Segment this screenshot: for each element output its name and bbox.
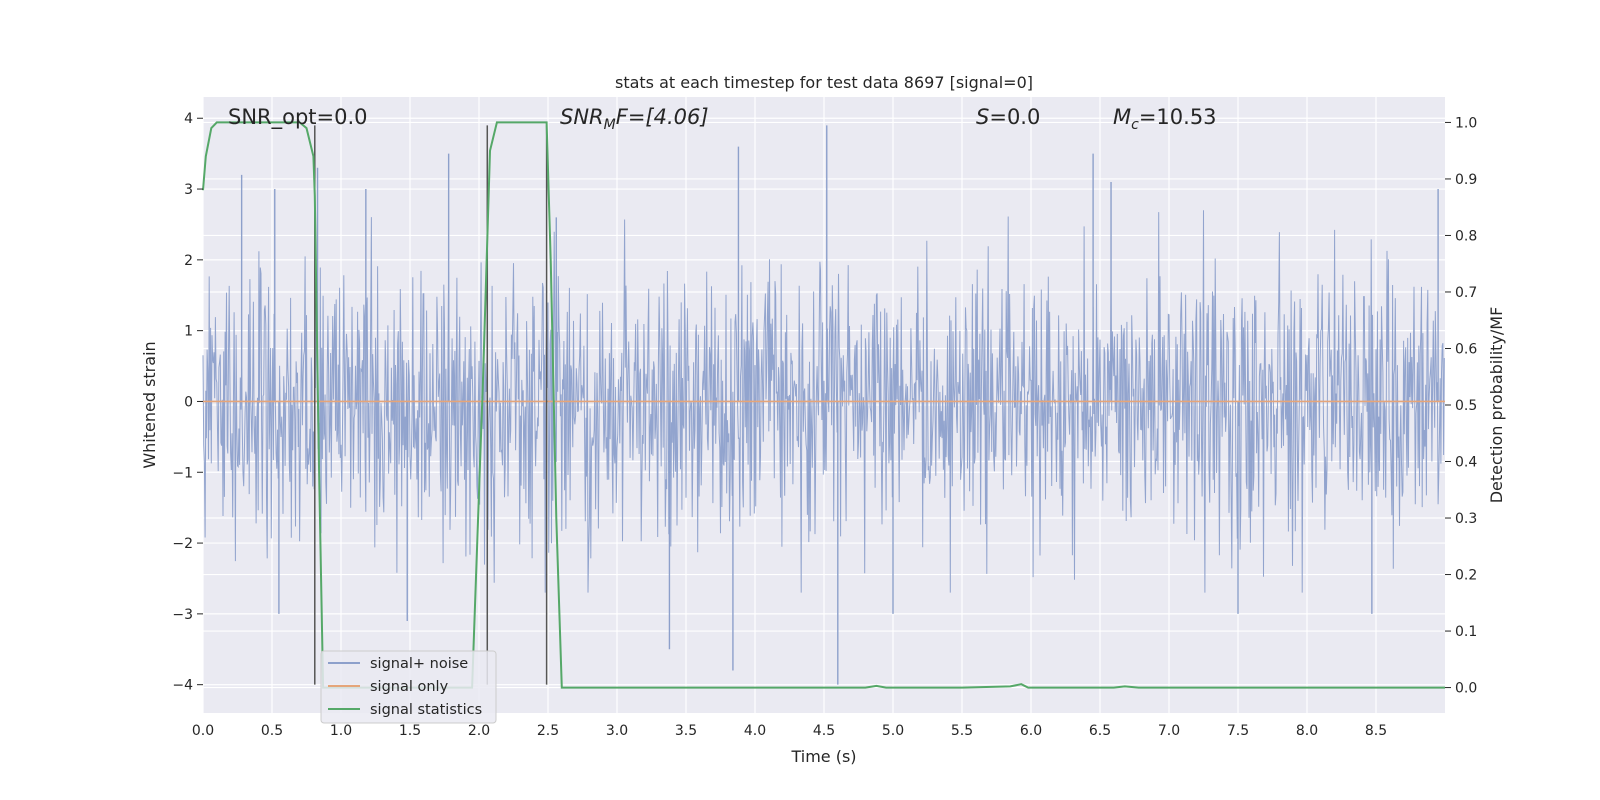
y2-tick-label-2: 0.2 [1455, 568, 1477, 584]
y-tick-label-8: 4 [184, 111, 193, 127]
statistics-line [202, 121, 1445, 689]
x-tick-label-5: 2.5 [537, 723, 559, 739]
y-tick-label-7: 3 [184, 182, 193, 198]
y2-tick-label-10: 1.0 [1455, 115, 1477, 131]
annotation-s: S=0.0 [976, 105, 1040, 129]
annotation-s-main: S [976, 105, 989, 129]
x-tick-label-3: 1.5 [399, 723, 421, 739]
x-tick-label-12: 6.0 [1020, 723, 1042, 739]
series-signal-statistics [202, 121, 1445, 689]
x-tick-label-0: 0.0 [192, 723, 214, 739]
legend-label-signal-only: signal only [370, 679, 449, 695]
x-tick-label-16: 8.0 [1296, 723, 1318, 739]
legend-label-signal-statistics: signal statistics [370, 702, 482, 718]
annotation-mc-sub: c [1131, 117, 1139, 133]
annotation-snr-mf: SNRMF=[4.06] [560, 105, 709, 133]
y2-tick-label-0: 0.0 [1455, 681, 1477, 697]
legend-box [320, 650, 497, 724]
y-axis-right-title: Detection probability/MF [1487, 307, 1506, 504]
annotation-s-rest: =0.0 [989, 105, 1040, 129]
y2-tick-label-9: 0.9 [1455, 172, 1477, 188]
x-tick-label-11: 5.5 [951, 723, 973, 739]
x-tick-label-1: 0.5 [261, 723, 283, 739]
x-tick-label-2: 1.0 [330, 723, 352, 739]
series-signal-plus-noise [202, 125, 1445, 685]
y2-tick-label-5: 0.5 [1455, 398, 1477, 414]
legend-label-signal-plus-noise: signal+ noise [370, 656, 468, 672]
y2-tick-label-8: 0.8 [1455, 228, 1477, 244]
y-tick-label-2: −2 [172, 536, 193, 552]
y2-tick-label-7: 0.7 [1455, 285, 1477, 301]
y-tick-label-3: −1 [172, 465, 193, 481]
annotation-mc-rest: =10.53 [1139, 105, 1217, 129]
y-tick-label-5: 1 [184, 324, 193, 340]
chart-title: stats at each timestep for test data 869… [615, 73, 1033, 92]
x-tick-label-6: 3.0 [606, 723, 628, 739]
x-tick-label-8: 4.0 [744, 723, 766, 739]
x-tick-label-10: 5.0 [882, 723, 904, 739]
y-axis-right-ticks: 0.0 0.1 0.2 0.3 0.4 0.5 0.6 0.7 0.8 0.9 1.0 [1445, 115, 1477, 697]
x-tick-label-9: 4.5 [813, 723, 835, 739]
y2-tick-label-6: 0.6 [1455, 341, 1477, 357]
x-tick-label-17: 8.5 [1365, 723, 1387, 739]
y-tick-label-0: −4 [172, 678, 193, 694]
legend: signal+ noise signal only signal statist… [320, 650, 497, 724]
x-tick-label-15: 7.5 [1227, 723, 1249, 739]
x-axis-title: Time (s) [790, 747, 856, 766]
y-axis-left-ticks: −4 −3 −2 −1 0 1 2 3 4 [172, 111, 203, 694]
x-axis-ticks: 0.0 0.5 1.0 1.5 2.0 2.5 3.0 3.5 4.0 4.5 5.0 5.5 6.0 6… [192, 723, 1387, 739]
x-tick-label-14: 7.0 [1158, 723, 1180, 739]
y-tick-label-6: 2 [184, 253, 193, 269]
x-tick-label-13: 6.5 [1089, 723, 1111, 739]
annotation-snr-mf-sub: M [604, 117, 616, 133]
x-tick-label-7: 3.5 [675, 723, 697, 739]
y2-tick-label-4: 0.4 [1455, 455, 1477, 471]
y2-tick-label-1: 0.1 [1455, 624, 1477, 640]
y-tick-label-4: 0 [184, 394, 193, 410]
annotation-snr-mf-rest: F=[4.06] [616, 105, 709, 129]
annotation-snr-mf-main: SNR [560, 105, 604, 129]
annotation-snr-opt: SNR_opt=0.0 [228, 105, 368, 130]
y-tick-label-1: −3 [172, 607, 193, 623]
x-tick-label-4: 2.0 [468, 723, 490, 739]
annotation-mc-main: M [1113, 105, 1131, 129]
annotation-mc: Mc=10.53 [1113, 105, 1217, 133]
y2-tick-label-3: 0.3 [1455, 511, 1477, 527]
y-axis-left-title: Whitened strain [140, 341, 159, 468]
